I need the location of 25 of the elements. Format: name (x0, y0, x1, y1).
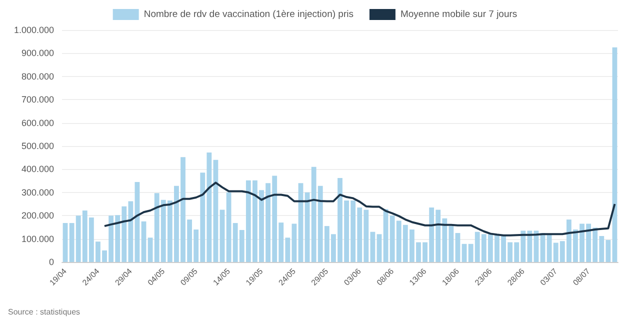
bar (62, 223, 68, 262)
y-tick-label: 1.000.000 (14, 25, 54, 35)
y-tick-label: 500.000 (21, 141, 54, 151)
bar (220, 210, 225, 262)
bar (141, 221, 146, 262)
bar (370, 232, 376, 262)
y-tick-label: 700.000 (21, 94, 54, 105)
bar (612, 47, 618, 262)
bar (455, 233, 460, 262)
y-tick-label: 300.000 (21, 187, 54, 198)
y-tick-label: 0 (48, 257, 54, 267)
legend-label: Moyenne mobile sur 7 jours (400, 9, 518, 20)
legend-label: Nombre de rdv de vaccination (1ère injection) pris (144, 9, 354, 20)
bar (298, 183, 304, 262)
bar (292, 224, 297, 262)
y-tick-label: 900.000 (21, 48, 54, 58)
bar (376, 234, 382, 262)
bar (462, 244, 467, 262)
y-tick-label: 800.000 (21, 71, 54, 82)
y-tick-label: 600.000 (21, 118, 54, 128)
line-series (104, 182, 616, 236)
y-tick-label: 200.000 (21, 210, 54, 221)
y-tick-label: 100.000 (21, 234, 54, 244)
y-tick-label: 400.000 (21, 164, 54, 174)
source-note: Source : statistiques (8, 308, 80, 316)
